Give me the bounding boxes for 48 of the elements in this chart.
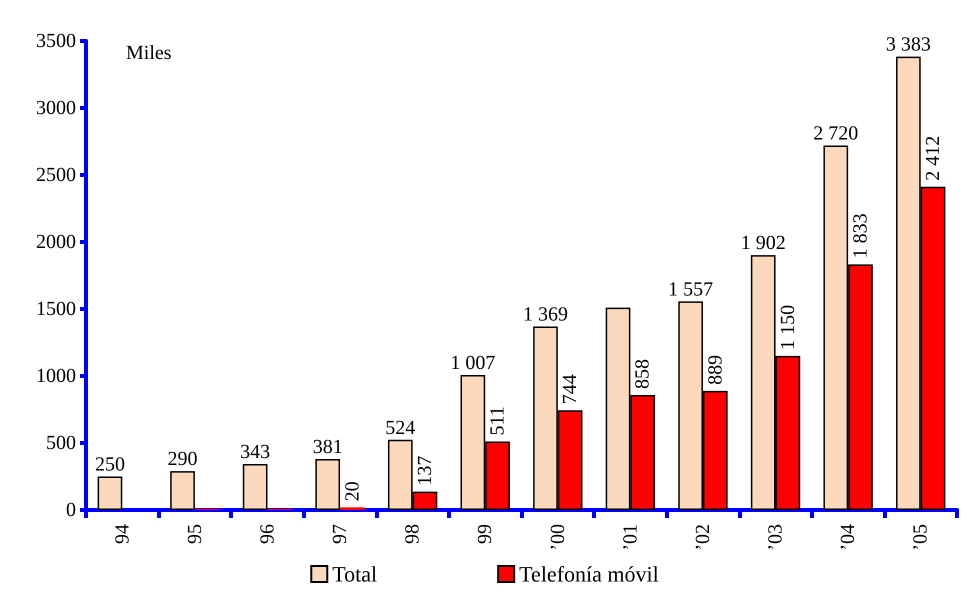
data-label: 511	[486, 406, 509, 436]
y-tick-label: 1000	[36, 365, 76, 387]
y-tick-label: 2500	[36, 164, 76, 186]
y-tick-label: 500	[46, 432, 76, 454]
data-label: 1 902	[740, 232, 786, 254]
bar	[98, 476, 122, 510]
x-tick-label: ’01	[619, 524, 642, 551]
data-label: 2 412	[922, 136, 944, 181]
legend-label: Total	[332, 562, 378, 586]
x-tick-label: 98	[402, 524, 424, 544]
data-label: 137	[414, 456, 436, 486]
data-label: 2 720	[813, 122, 858, 145]
bar	[242, 464, 268, 510]
y-tick-label: 0	[66, 499, 76, 521]
data-label: 1 007	[450, 352, 496, 374]
data-label: 1 369	[522, 304, 568, 326]
data-label: 343	[240, 441, 270, 464]
y-axis-title: Miles	[126, 42, 172, 64]
bar	[315, 458, 340, 510]
data-label: 889	[704, 354, 726, 385]
x-tick-label: 96	[256, 524, 278, 544]
x-tick-label: ’03	[764, 524, 787, 551]
data-label: 290	[168, 448, 198, 470]
data-label: 20	[341, 481, 364, 502]
x-tick-label: ’04	[837, 524, 860, 551]
data-label: 1 557	[668, 278, 714, 300]
bar	[170, 471, 195, 510]
data-label: 744	[559, 374, 582, 404]
data-label: 524	[385, 416, 416, 439]
x-tick-label: ’00	[546, 524, 569, 551]
data-label: 250	[94, 454, 125, 476]
x-tick-label: 99	[474, 524, 496, 544]
data-label: 381	[312, 436, 343, 458]
data-label: 3 383	[886, 34, 931, 56]
data-label: 1 833	[849, 213, 872, 258]
x-tick-label: ’02	[692, 524, 714, 551]
x-tick-label: 95	[184, 524, 206, 544]
x-tick-label: ’05	[910, 524, 932, 551]
data-label: 858	[632, 359, 654, 390]
y-tick-label: 3500	[36, 30, 76, 52]
y-tick-label: 2000	[36, 231, 76, 253]
x-tick-label: 94	[111, 524, 134, 544]
legend-label: Telefonía móvil	[519, 562, 659, 586]
data-label: 1 150	[776, 304, 799, 350]
x-tick-label: 97	[329, 524, 352, 544]
y-tick-label: 1500	[36, 298, 76, 320]
y-tick-label: 3000	[36, 97, 76, 119]
bar	[340, 507, 365, 510]
